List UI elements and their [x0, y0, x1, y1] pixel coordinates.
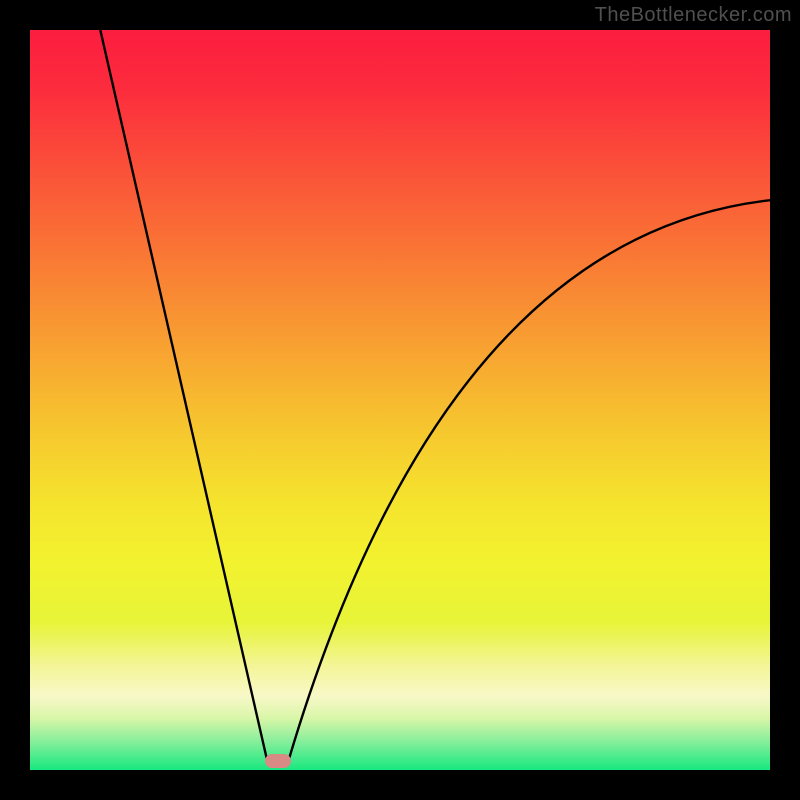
minimum-marker — [265, 754, 291, 768]
watermark-text: TheBottlenecker.com — [595, 4, 792, 27]
curve-layer — [30, 30, 770, 770]
curve-right-branch — [289, 200, 770, 759]
curve-left-branch — [100, 30, 266, 759]
plot-frame — [30, 30, 770, 770]
